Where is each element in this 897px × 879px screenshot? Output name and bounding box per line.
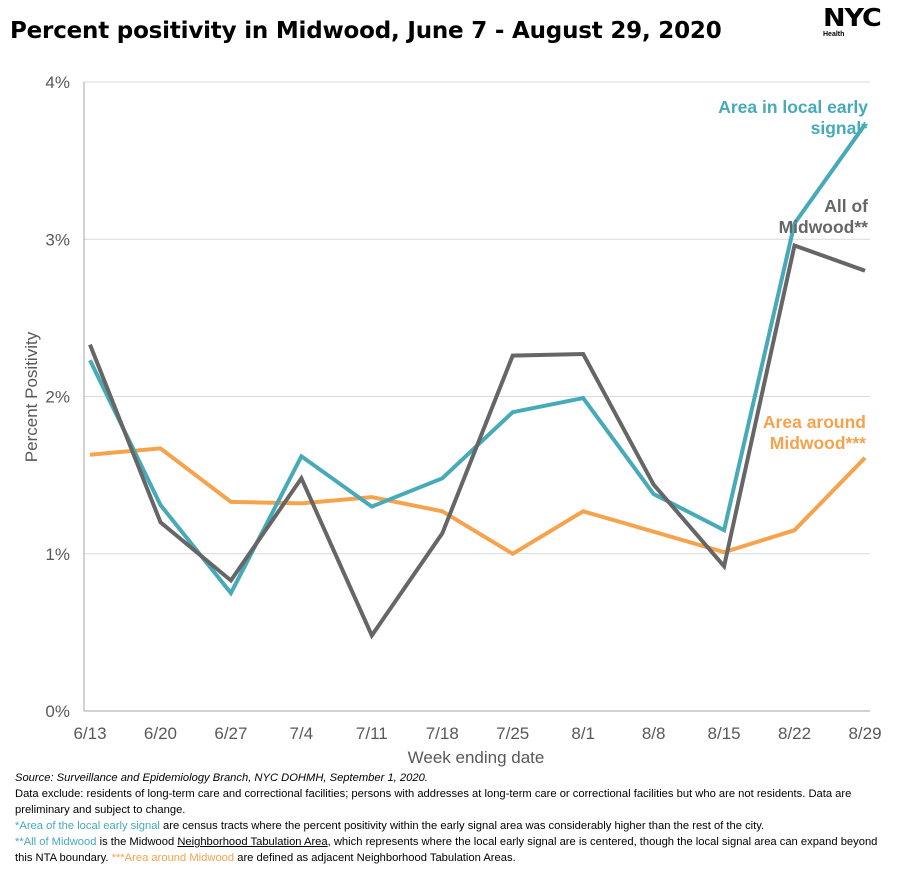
x-tick-label: 8/22	[778, 724, 811, 743]
line-chart: 0% 1% 2% 3% 4% 6/13 6/20 6/27 7/4 7/11 7/18 7/25 8/…	[22, 73, 882, 767]
x-tick-label: 7/11	[356, 724, 388, 743]
x-tick-labels: 6/13 6/20 6/27 7/4 7/11 7/18 7/25 8/1 8/8 8/15 8/2…	[73, 724, 881, 743]
midwood-note: **All of Midwood is the Midwood Neighbor…	[15, 834, 890, 866]
midwood-desc-2: , which represents where the local early…	[15, 836, 878, 864]
x-tick-label: 6/27	[214, 724, 247, 743]
series-label: Midwood**	[779, 217, 869, 237]
series-line-2	[89, 446, 867, 557]
x-tick-label: 8/1	[571, 724, 595, 743]
x-tick-label: 7/4	[290, 724, 314, 743]
series-label: Area in local early	[718, 97, 868, 117]
logo-subtitle: Health	[823, 31, 845, 38]
early-signal-definition: are census tracts where the percent posi…	[159, 820, 765, 832]
series-label: Midwood***	[770, 433, 866, 453]
series-line-0	[88, 123, 867, 597]
x-tick-label: 7/18	[426, 724, 459, 743]
series-label: signal*	[811, 118, 869, 138]
y-axis-label: Percent Positivity	[22, 331, 41, 462]
exclusion-note: Data exclude: residents of long-term car…	[15, 788, 852, 816]
series-lines	[88, 123, 867, 640]
y-tick-label: 2%	[45, 388, 70, 407]
y-tick-labels: 0% 1% 2% 3% 4%	[45, 73, 70, 721]
nyc-health-logo: NYC Health	[823, 5, 891, 38]
x-axis-label: Week ending date	[408, 748, 545, 767]
y-tick-label: 0%	[45, 702, 70, 721]
logo-mark: NYC	[823, 3, 882, 32]
midwood-term: **All of Midwood	[15, 836, 97, 848]
early-signal-note: *Area of the local early signal are cens…	[15, 818, 890, 834]
y-tick-label: 3%	[45, 230, 70, 249]
gridlines	[84, 81, 870, 555]
x-tick-label: 8/8	[642, 724, 666, 743]
x-tick-label: 7/25	[496, 724, 529, 743]
series-line-1	[88, 242, 866, 640]
midwood-desc-1: is the Midwood	[96, 836, 178, 848]
chart-title: Percent positivity in Midwood, June 7 - …	[10, 18, 722, 44]
x-tick-label: 6/20	[144, 724, 177, 743]
x-tick-label: 6/13	[73, 724, 106, 743]
series-label: Area around	[763, 412, 866, 432]
nta-link[interactable]: Neighborhood Tabulation Area	[177, 836, 328, 848]
x-tick-label: 8/29	[848, 724, 881, 743]
area-around-term: ***Area around Midwood	[111, 852, 235, 864]
y-tick-label: 4%	[45, 73, 70, 92]
footnotes: Source: Surveillance and Epidemiology Br…	[15, 770, 890, 866]
source-note: Source: Surveillance and Epidemiology Br…	[15, 772, 428, 784]
area-around-definition: are defined as adjacent Neighborhood Tab…	[234, 852, 516, 864]
y-tick-label: 1%	[45, 545, 70, 564]
x-tick-label: 8/15	[708, 724, 741, 743]
early-signal-term: *Area of the local early signal	[15, 820, 160, 832]
axes	[83, 82, 870, 712]
series-label: All of	[824, 196, 868, 216]
